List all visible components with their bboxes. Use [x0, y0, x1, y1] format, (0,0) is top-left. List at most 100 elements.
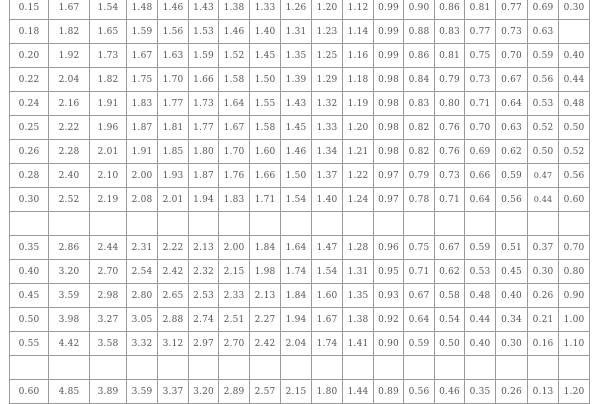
table-cell: 1.26: [280, 0, 312, 20]
table-cell: 2.01: [89, 139, 127, 164]
table-cell: 0.80: [558, 259, 590, 284]
table-cell: 1.50: [249, 67, 281, 92]
table-cell: 0.73: [434, 163, 465, 188]
table-row: [9, 211, 590, 236]
table-cell: [464, 355, 496, 380]
table-cell: 0.51: [495, 235, 528, 260]
table-cell: 1.31: [280, 19, 312, 44]
table-cell: 1.82: [89, 67, 127, 92]
table-cell: 0.69: [527, 0, 559, 20]
table-cell: [311, 355, 343, 380]
table-cell: 2.88: [157, 307, 189, 332]
table-cell: 1.80: [188, 139, 219, 164]
table-cell: 0.64: [464, 187, 496, 212]
table-cell: [188, 211, 219, 236]
table-cell: 1.23: [311, 19, 343, 44]
table-cell: [157, 355, 189, 380]
table-cell: 0.70: [464, 115, 496, 140]
row-header-cell: 0.18: [9, 19, 49, 44]
table-cell: 1.38: [342, 307, 374, 332]
table-cell: 1.84: [249, 235, 281, 260]
table-cell: 3.12: [157, 331, 189, 356]
table-cell: 0.98: [373, 115, 404, 140]
table-cell: [342, 355, 374, 380]
table-row: 0.22 2.04 1.82 1.75 1.70 1.66 1.58 1.50 1.39 1.29…: [9, 67, 590, 92]
table-cell: 0.40: [558, 43, 590, 68]
table-cell: 1.12: [342, 0, 374, 20]
table-cell: 0.96: [373, 235, 404, 260]
table-cell: 1.87: [188, 163, 219, 188]
table-row: 0.15 1.67 1.54 1.48 1.46 1.43 1.38 1.33 1.26 1.20…: [9, 0, 590, 20]
table-cell: 2.19: [89, 187, 127, 212]
table-cell: [126, 355, 158, 380]
table-cell: 3.27: [89, 307, 127, 332]
table-cell: 1.45: [249, 43, 281, 68]
row-header-cell: 0.24: [9, 91, 49, 116]
table-cell: 2.10: [89, 163, 127, 188]
row-header-cell: 0.15: [9, 0, 49, 20]
table-cell: 0.40: [464, 331, 496, 356]
row-header-cell: 0.22: [9, 67, 49, 92]
table-cell: 1.65: [89, 19, 127, 44]
table-cell: 0.84: [403, 67, 435, 92]
table-cell: 1.64: [280, 235, 312, 260]
table-cell: [495, 355, 528, 380]
table-cell: 1.33: [311, 115, 343, 140]
table-cell: 1.70: [218, 139, 250, 164]
table-cell: 1.56: [157, 19, 189, 44]
table-cell: 0.62: [434, 259, 465, 284]
table-cell: [558, 19, 590, 44]
table-cell: 0.79: [434, 67, 465, 92]
table-cell: 0.34: [495, 307, 528, 332]
table-cell: 1.34: [311, 139, 343, 164]
table-cell: 1.31: [342, 259, 374, 284]
table-cell: 0.90: [403, 0, 435, 20]
table-row: 0.30 2.52 2.19 2.08 2.01 1.94 1.83 1.71 1.54 1.40…: [9, 187, 590, 212]
table-cell: 0.76: [434, 139, 465, 164]
table-cell: [373, 211, 404, 236]
table-cell: [311, 211, 343, 236]
row-header-cell: 0.50: [9, 307, 49, 332]
table-cell: 0.67: [403, 283, 435, 308]
table-cell: [280, 355, 312, 380]
table-cell: 1.37: [311, 163, 343, 188]
table-cell: 2.15: [218, 259, 250, 284]
table-cell: 0.37: [527, 235, 559, 260]
table-cell: 0.99: [373, 43, 404, 68]
table-cell: [48, 355, 90, 380]
row-header-cell: 0.45: [9, 283, 49, 308]
table-row: 0.18 1.82 1.65 1.59 1.56 1.53 1.46 1.40 1.31 1.23…: [9, 19, 590, 44]
table-cell: 1.54: [89, 0, 127, 20]
table-cell: 2.42: [249, 331, 281, 356]
table-cell: 1.70: [157, 67, 189, 92]
table-cell: 2.80: [126, 283, 158, 308]
table-cell: 0.21: [527, 307, 559, 332]
table-cell: 0.71: [464, 91, 496, 116]
table-cell: 0.99: [373, 0, 404, 20]
table-cell: 0.80: [434, 91, 465, 116]
table-cell: [126, 211, 158, 236]
row-header-cell: 0.26: [9, 139, 49, 164]
table-cell: 0.52: [527, 115, 559, 140]
table-cell: 0.58: [434, 283, 465, 308]
table-cell: 1.58: [218, 67, 250, 92]
table-row: 0.28 2.40 2.10 2.00 1.93 1.87 1.76 1.66 1.50 1.37…: [9, 163, 590, 188]
table-cell: 1.67: [48, 0, 90, 20]
table-row: 0.26 2.28 2.01 1.91 1.85 1.80 1.70 1.60 1.46 1.34…: [9, 139, 590, 164]
table-cell: 0.95: [373, 259, 404, 284]
table-cell: 3.98: [48, 307, 90, 332]
table-cell: 1.63: [157, 43, 189, 68]
table-cell: 0.63: [495, 115, 528, 140]
table-cell: 3.05: [126, 307, 158, 332]
table-cell: 1.28: [342, 235, 374, 260]
table-row: [9, 355, 590, 380]
table-cell: 0.48: [464, 283, 496, 308]
table-cell: 1.45: [280, 115, 312, 140]
table-cell: 0.98: [373, 91, 404, 116]
table-cell: [464, 211, 496, 236]
table-cell: 1.50: [280, 163, 312, 188]
table-cell: 2.65: [157, 283, 189, 308]
table-row: 0.45 3.59 2.98 2.80 2.65 2.53 2.33 2.13 1.84 1.60…: [9, 283, 590, 308]
table-row: 0.40 3.20 2.70 2.54 2.42 2.32 2.15 1.98 1.74 1.54…: [9, 259, 590, 284]
table-cell: 0.79: [403, 163, 435, 188]
